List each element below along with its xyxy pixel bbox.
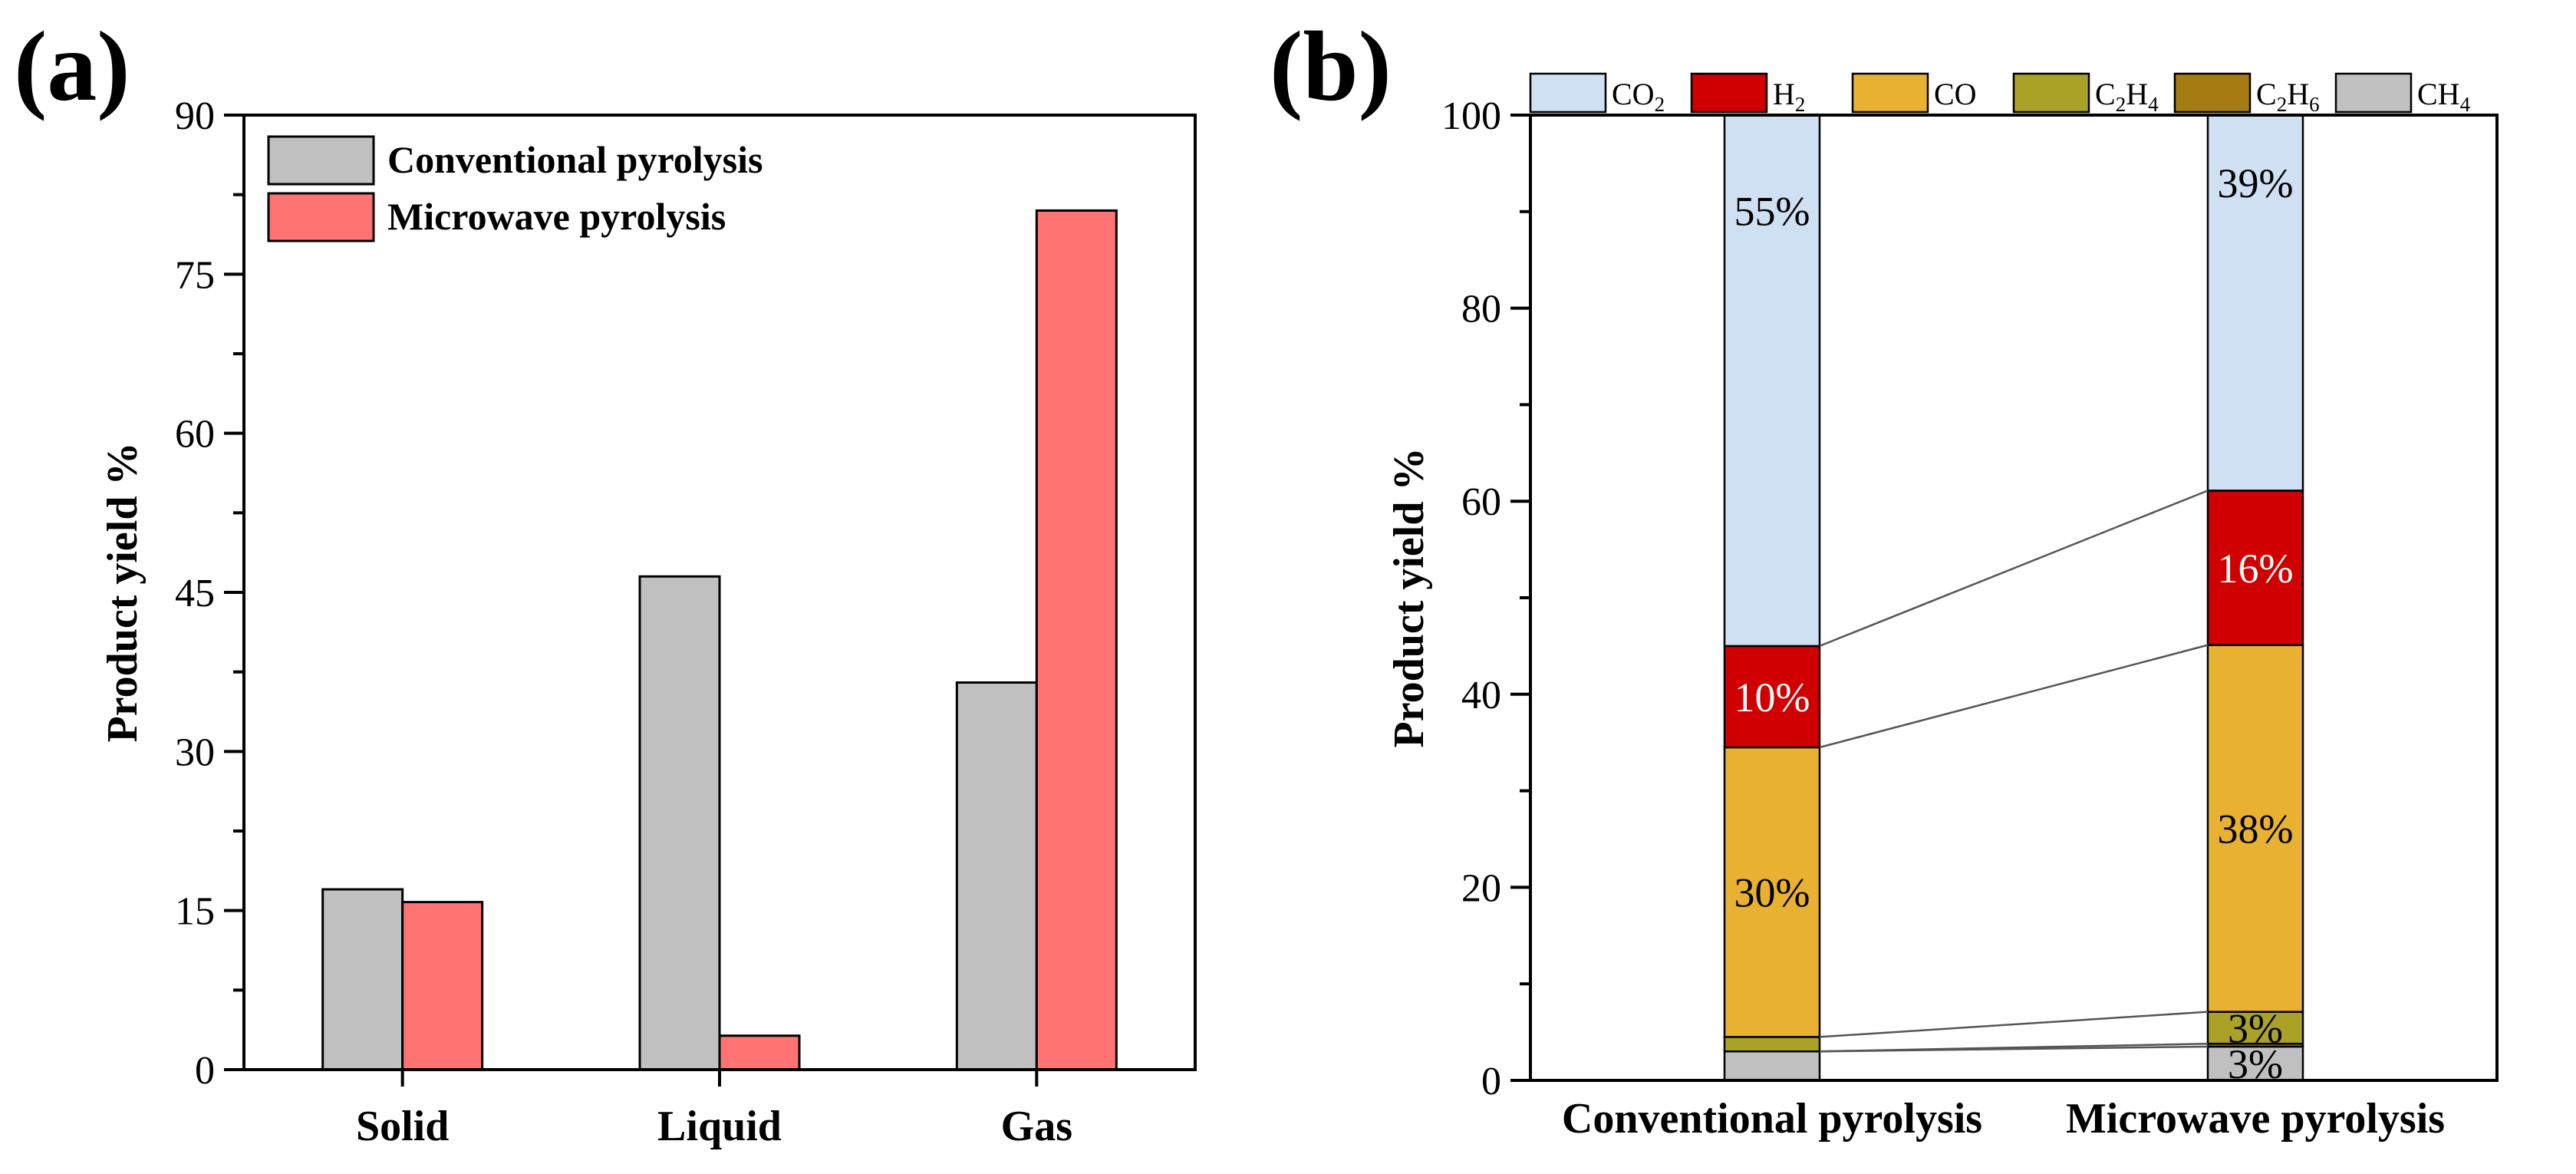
chart-a-legend-swatch — [267, 135, 375, 186]
chart-b-segment-label: 10% — [1734, 674, 1810, 721]
chart-a-y-axis-title: Product yield % — [99, 443, 147, 743]
chart-b-segment-label: 39% — [2218, 160, 2294, 206]
chart-a-y-tick-label: 90 — [175, 94, 215, 138]
chart-b-legend-swatch — [1690, 72, 1768, 114]
chart-b-bar-segment — [1723, 1050, 1821, 1082]
chart-b-legend-swatch — [2334, 72, 2413, 114]
chart-b-bar-segment — [1723, 645, 1821, 749]
chart-a-bar — [401, 901, 484, 1071]
chart-b-y-tick-label: 40 — [1461, 674, 1501, 717]
chart-b-plot-frame — [1529, 114, 2499, 1082]
legend-formula-part: C — [2095, 77, 2116, 111]
chart-a-bars — [321, 209, 1118, 1071]
chart-b-segment-label: 38% — [2218, 806, 2294, 852]
chart-b-legend-label: CO — [1934, 77, 1977, 111]
chart-b-legend-label: C2H6 — [2256, 77, 2320, 116]
chart-a-y-tick-label: 60 — [175, 413, 215, 457]
panel-b-label: (b) — [1270, 12, 1392, 122]
chart-a-legend: Conventional pyrolysis Microwave pyrolysi… — [267, 135, 763, 242]
chart-b-legend-label: C2H4 — [2095, 77, 2159, 116]
chart-b-connector-line — [1819, 1011, 2209, 1038]
chart-b-segment-label: 16% — [2218, 546, 2294, 592]
chart-a-y-tick-label: 45 — [175, 572, 215, 615]
chart-b-segment-label: 55% — [1734, 189, 1810, 235]
chart-b-legend-label: CH4 — [2417, 77, 2471, 116]
chart-a-bar — [321, 888, 404, 1071]
chart-b-y-axis-title: Product yield % — [1385, 448, 1433, 748]
legend-subscript: 4 — [2460, 93, 2471, 116]
chart-b-bar-segment — [2206, 1011, 2304, 1045]
chart-a-y-tick-label: 30 — [175, 730, 215, 774]
legend-formula-part: CO — [1934, 77, 1977, 111]
chart-b-y-ticks: 0 20 40 60 80 100 — [1441, 94, 1530, 1103]
chart-b-legend-swatch — [2012, 72, 2090, 114]
legend-subscript: 2 — [1795, 93, 1806, 116]
chart-b-y-tick-label: 60 — [1461, 480, 1501, 524]
chart-b-bar-segment — [2206, 1045, 2304, 1082]
legend-formula-part: H — [2126, 77, 2148, 111]
chart-b-connector-line — [1819, 644, 2209, 749]
legend-subscript: 2 — [2277, 93, 2288, 116]
chart-a-legend-label: Conventional pyrolysis — [387, 138, 763, 181]
chart-b-y-tick-label: 20 — [1461, 866, 1501, 910]
legend-formula-part: CO — [1612, 77, 1655, 111]
chart-b-bar-segment — [2206, 644, 2304, 1013]
legend-subscript: 2 — [2116, 93, 2126, 116]
legend-subscript: 6 — [2309, 93, 2320, 116]
chart-b-connector-lines — [1819, 490, 2209, 1053]
chart-a-x-tick-label: Liquid — [657, 1103, 782, 1150]
chart-a-bar — [1035, 209, 1118, 1071]
chart-a-x-tick-label: Gas — [1001, 1103, 1072, 1150]
chart-a-y-tick-label: 75 — [175, 253, 215, 297]
chart-b-bar-segment — [1723, 746, 1821, 1038]
chart-b-y-tick-label: 100 — [1441, 94, 1501, 138]
legend-subscript: 4 — [2148, 93, 2159, 116]
chart-b-legend-label: CO2 — [1612, 77, 1665, 116]
chart-a-bar — [718, 1034, 801, 1071]
legend-subscript: 2 — [1655, 93, 1665, 116]
chart-a-legend-swatch — [267, 192, 375, 242]
chart-a-bar — [638, 575, 721, 1071]
chart-b-legend-swatch — [2173, 72, 2252, 114]
chart-b-connector-line — [1819, 1042, 2209, 1053]
chart-a-y-tick-label: 15 — [175, 890, 215, 934]
chart-b-x-ticks: Conventional pyrolysis Microwave pyrolysi… — [1562, 1095, 2445, 1143]
chart-a-y-tick-label: 0 — [195, 1049, 215, 1093]
chart-a-legend-label: Microwave pyrolysis — [387, 195, 726, 238]
chart-b-bar-segment — [2206, 490, 2304, 646]
chart-b-y-tick-label: 80 — [1461, 288, 1501, 331]
chart-b-bar-segment — [1723, 114, 1821, 648]
chart-b-legend: CO2 H2 CO C2H4 C2H6 CH4 — [1529, 72, 2471, 116]
chart-a-x-ticks: Solid Liquid Gas — [356, 1070, 1072, 1150]
chart-b-bar-segment — [1723, 1036, 1821, 1053]
chart-b-y-tick-label: 0 — [1481, 1060, 1501, 1103]
chart-b-legend-swatch — [1529, 72, 1607, 114]
legend-formula-part: H — [2287, 77, 2309, 111]
legend-formula-part: C — [2256, 77, 2277, 111]
chart-a-bar — [955, 681, 1038, 1071]
chart-a-x-tick-label: Solid — [356, 1103, 449, 1150]
chart-b-bar-segment — [2206, 114, 2304, 492]
chart-a-y-ticks: 0 15 30 45 60 75 90 — [175, 94, 244, 1093]
chart-b-segment-labels: 30%10%55%3%3%38%16%39% — [1734, 160, 2294, 1087]
legend-formula-part: CH — [2417, 77, 2460, 111]
chart-b-legend-swatch — [1851, 72, 1929, 114]
chart-b-x-tick-label: Microwave pyrolysis — [2066, 1095, 2445, 1143]
legend-formula-part: H — [1773, 77, 1795, 111]
chart-b-connector-line — [1819, 490, 2209, 648]
chart-b-bars — [1723, 114, 2304, 1082]
chart-b-segment-label: 3% — [2228, 1005, 2283, 1051]
chart-b-x-tick-label: Conventional pyrolysis — [1562, 1095, 1982, 1143]
chart-b-segment-label: 30% — [1734, 870, 1810, 916]
chart-b-legend-label: H2 — [1773, 77, 1805, 116]
panel-a-label: (a) — [14, 12, 130, 122]
chart-a: 0 15 30 45 60 75 90 Solid Liquid Gas Product yie… — [99, 94, 1197, 1150]
